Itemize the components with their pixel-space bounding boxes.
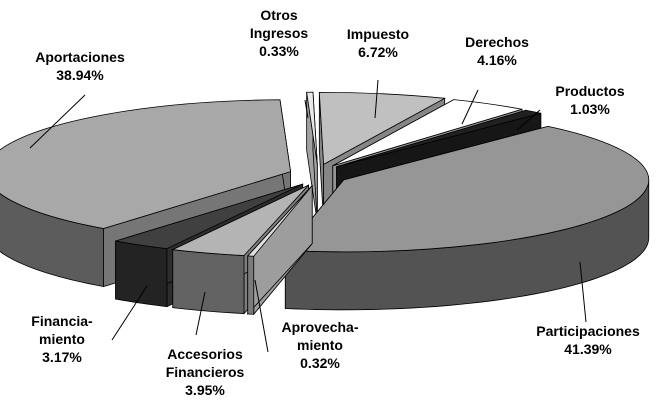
category-label: Otros Ingresos — [249, 7, 309, 41]
value-label: 6.72% — [358, 44, 398, 60]
slice — [246, 185, 313, 257]
slice — [306, 91, 318, 165]
slice-label: Otros Ingresos 0.33% — [250, 6, 308, 60]
leader-line — [579, 261, 587, 323]
slice — [284, 125, 650, 253]
leader-line — [195, 291, 206, 336]
slice-label: Aportaciones 38.94% — [35, 48, 124, 84]
slice-label: Impuesto 6.72% — [347, 25, 409, 61]
value-label: 3.17% — [42, 349, 82, 365]
slice-label: Derechos 4.16% — [465, 33, 529, 69]
leader-line — [374, 79, 379, 119]
slice — [115, 183, 303, 250]
slice — [332, 99, 523, 167]
leader-line — [304, 99, 309, 119]
leader-line — [516, 109, 541, 131]
leader-line — [461, 89, 479, 125]
slice-label: Accesorios Financieros 3.95% — [166, 345, 245, 399]
slice — [171, 184, 309, 256]
slice-label: Aprovecha- miento 0.32% — [281, 318, 358, 372]
slice — [336, 109, 542, 168]
value-label: 4.16% — [477, 52, 517, 68]
slice-side — [172, 249, 245, 314]
value-label: 38.94% — [56, 67, 104, 83]
leader-line — [254, 279, 269, 353]
category-label: Aprovecha- miento — [281, 319, 359, 353]
value-label: 41.39% — [564, 341, 612, 357]
value-label: 3.95% — [185, 382, 225, 398]
value-label: 0.32% — [300, 355, 340, 371]
category-label: Participaciones — [536, 323, 640, 339]
category-label: Derechos — [465, 34, 529, 50]
leader-line — [111, 285, 148, 341]
category-label: Aportaciones — [35, 49, 125, 65]
category-label: Impuesto — [346, 26, 410, 42]
slice-side — [115, 240, 168, 308]
category-label: Productos — [555, 83, 625, 99]
category-label: Financia- miento — [31, 313, 93, 347]
slice-side — [247, 255, 255, 315]
value-label: 0.33% — [259, 43, 299, 59]
slice — [318, 92, 446, 166]
value-label: 1.03% — [570, 101, 610, 117]
slice — [0, 99, 292, 229]
slice-label: Productos 1.03% — [555, 82, 624, 118]
slice-label: Participaciones 41.39% — [536, 322, 640, 358]
slice-label: Financia- miento 3.17% — [31, 312, 92, 366]
category-label: Accesorios Financieros — [165, 346, 245, 380]
leader-line — [29, 94, 86, 149]
